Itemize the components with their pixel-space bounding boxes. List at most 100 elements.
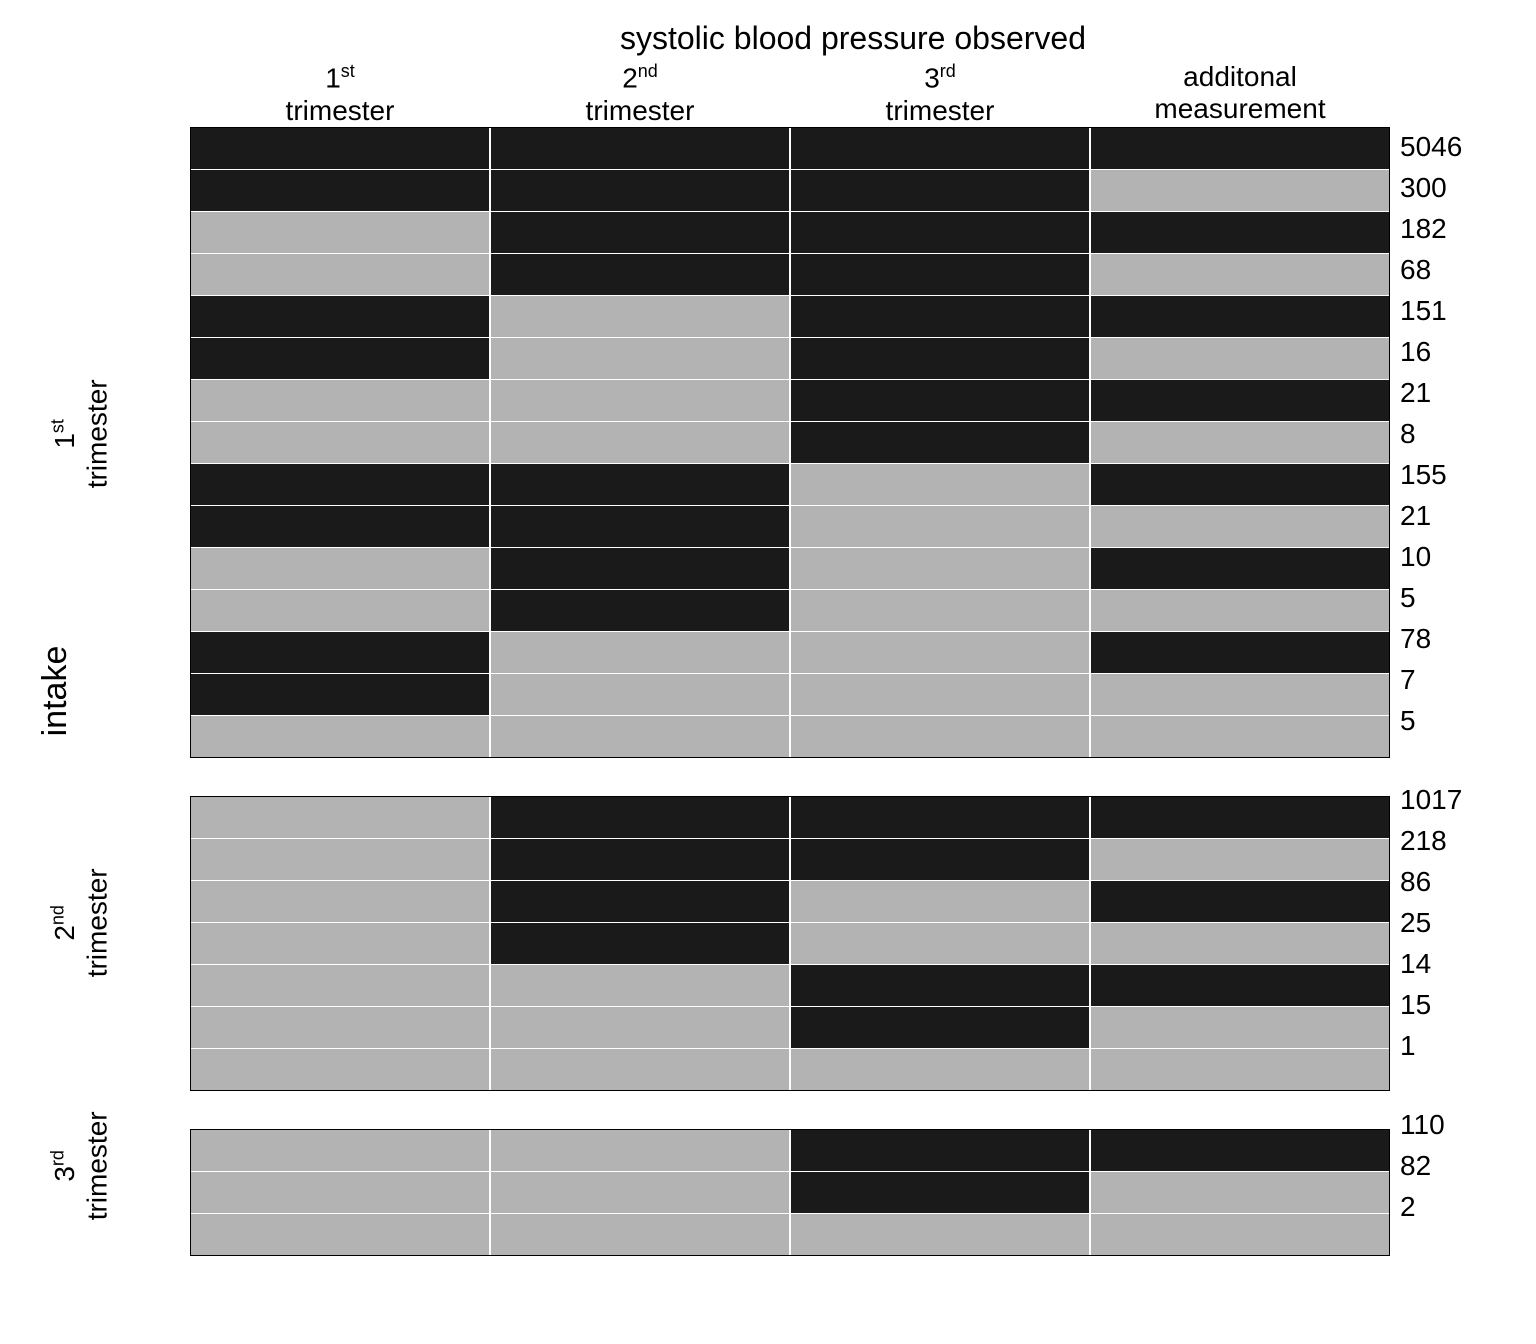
pattern-cell [191,128,491,169]
pattern-cell [1091,923,1389,964]
pattern-cell [191,380,491,421]
column-header-0: 1sttrimester [190,61,490,127]
pattern-row [191,632,1389,674]
pattern-cell [791,380,1091,421]
y-axis-label: intake [36,646,75,737]
pattern-row [191,506,1389,548]
group-label-2: 3rdtrimester [20,1105,140,1228]
chart-title: systolic blood pressure observed [190,20,1516,57]
pattern-cell [191,254,491,295]
pattern-cell [791,464,1091,505]
pattern-row [191,716,1389,757]
pattern-cell [491,296,791,337]
row-count: 218 [1390,821,1500,862]
pattern-cell [191,464,491,505]
pattern-cell [491,548,791,589]
row-count: 15 [1390,985,1500,1026]
pattern-row [191,1007,1389,1049]
pattern-cell [1091,296,1389,337]
pattern-row [191,296,1389,338]
pattern-cell [191,1049,491,1090]
pattern-cell [491,1049,791,1090]
pattern-cell [491,674,791,715]
pattern-cell [191,839,491,880]
pattern-cell [491,923,791,964]
pattern-cell [191,1172,491,1213]
pattern-cell [491,506,791,547]
row-count: 86 [1390,862,1500,903]
pattern-cell [191,716,491,757]
pattern-row [191,128,1389,170]
pattern-cell [491,881,791,922]
pattern-cell [491,170,791,211]
pattern-cell [191,797,491,838]
pattern-row [191,464,1389,506]
pattern-cell [1091,716,1389,757]
row-count: 300 [1390,168,1500,209]
pattern-cell [1091,338,1389,379]
pattern-cell [191,632,491,673]
pattern-cell [1091,506,1389,547]
pattern-cell [791,254,1091,295]
row-count: 5 [1390,701,1500,742]
pattern-cell [191,548,491,589]
pattern-cell [791,965,1091,1006]
pattern-cell [491,590,791,631]
row-count: 78 [1390,619,1500,660]
pattern-cell [1091,632,1389,673]
pattern-cell [791,839,1091,880]
pattern-row [191,1172,1389,1214]
pattern-cell [1091,254,1389,295]
row-count: 155 [1390,455,1500,496]
pattern-cell [491,1214,791,1255]
pattern-cell [791,422,1091,463]
pattern-cell [191,212,491,253]
row-count: 5 [1390,578,1500,619]
pattern-row [191,674,1389,716]
pattern-cell [191,1130,491,1171]
pattern-cell [1091,422,1389,463]
pattern-cell [1091,464,1389,505]
pattern-cell [191,1007,491,1048]
pattern-row [191,380,1389,422]
pattern-cell [491,380,791,421]
pattern-cell [491,1130,791,1171]
pattern-cell [191,422,491,463]
row-count: 2 [1390,1187,1500,1228]
pattern-cell [491,797,791,838]
pattern-cell [791,1007,1091,1048]
pattern-cell [1091,1172,1389,1213]
row-count: 182 [1390,209,1500,250]
row-count: 16 [1390,332,1500,373]
pattern-cell [1091,1130,1389,1171]
pattern-cell [791,170,1091,211]
row-count: 1 [1390,1026,1500,1067]
column-header-2: 3rdtrimester [790,61,1090,127]
missingness-pattern-chart: systolic blood pressure observed 1sttrim… [20,20,1516,1256]
pattern-cell [191,965,491,1006]
pattern-cell [491,422,791,463]
pattern-cell [791,1172,1091,1213]
pattern-row [191,548,1389,590]
pattern-cell [191,506,491,547]
pattern-cell [491,212,791,253]
column-header-1: 2ndtrimester [490,61,790,127]
pattern-row [191,1049,1389,1090]
row-count: 7 [1390,660,1500,701]
pattern-row [191,797,1389,839]
pattern-cell [491,1172,791,1213]
pattern-cell [1091,1007,1389,1048]
row-count: 14 [1390,944,1500,985]
pattern-cell [791,128,1091,169]
pattern-cell [791,1130,1091,1171]
row-count: 1017 [1390,780,1500,821]
pattern-cell [791,881,1091,922]
pattern-cell [1091,1214,1389,1255]
pattern-row [191,338,1389,380]
pattern-cell [791,1214,1091,1255]
column-header-3: additonalmeasurement [1090,61,1390,127]
pattern-cell [191,674,491,715]
pattern-cell [791,674,1091,715]
pattern-row [191,839,1389,881]
pattern-cell [1091,674,1389,715]
